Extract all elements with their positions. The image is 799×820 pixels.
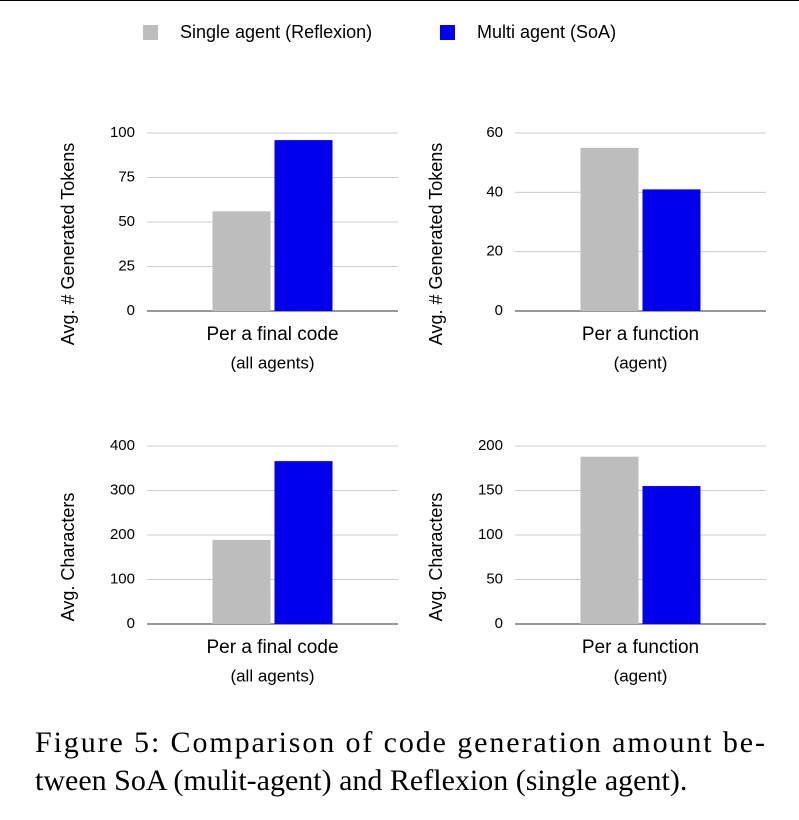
x-axis-label: (all agents) — [230, 353, 314, 372]
bar — [642, 189, 701, 311]
y-tick-label: 200 — [478, 437, 503, 454]
x-tick-label: Per a final code — [206, 637, 338, 658]
y-tick-label: 40 — [486, 183, 503, 200]
bar — [580, 456, 639, 624]
bar — [274, 461, 333, 624]
y-tick-label: 200 — [110, 526, 135, 543]
caption: tween SoA (mulit-agent) and Reflexion (s… — [35, 764, 687, 797]
bar — [274, 140, 333, 311]
y-tick-label: 400 — [110, 437, 135, 454]
x-axis-label: (all agents) — [230, 666, 314, 685]
y-axis-label: Avg. # Generated Tokens — [426, 143, 446, 345]
y-tick-label: 0 — [127, 302, 135, 319]
y-tick-label: 60 — [486, 124, 503, 141]
y-tick-label: 300 — [110, 481, 135, 498]
y-axis-label: Avg. Characters — [426, 493, 446, 622]
y-tick-label: 50 — [118, 213, 135, 230]
x-axis-label: (agent) — [614, 353, 668, 372]
y-axis-label: Avg. # Generated Tokens — [58, 143, 78, 345]
legend-label: Multi agent (SoA) — [477, 22, 616, 42]
y-tick-label: 25 — [118, 257, 135, 274]
y-tick-label: 0 — [127, 615, 135, 632]
legend-swatch — [143, 25, 158, 40]
x-tick-label: Per a function — [582, 324, 699, 345]
y-tick-label: 0 — [495, 615, 503, 632]
y-tick-label: 0 — [495, 302, 503, 319]
y-tick-label: 20 — [486, 243, 503, 260]
bar — [212, 211, 271, 311]
y-tick-label: 150 — [478, 481, 503, 498]
y-tick-label: 75 — [118, 168, 135, 185]
y-tick-label: 100 — [110, 124, 135, 141]
y-tick-label: 50 — [486, 570, 503, 587]
y-tick-label: 100 — [110, 570, 135, 587]
bar — [212, 539, 271, 624]
x-tick-label: Per a function — [582, 637, 699, 658]
y-axis-label: Avg. Characters — [58, 493, 78, 622]
y-tick-label: 100 — [478, 526, 503, 543]
bar — [642, 486, 701, 624]
bar — [580, 147, 639, 311]
legend-label: Single agent (Reflexion) — [180, 22, 372, 42]
x-tick-label: Per a final code — [206, 324, 338, 345]
legend-swatch — [440, 25, 455, 40]
caption: Figure 5: Comparison of code generation … — [35, 726, 765, 759]
x-axis-label: (agent) — [614, 666, 668, 685]
